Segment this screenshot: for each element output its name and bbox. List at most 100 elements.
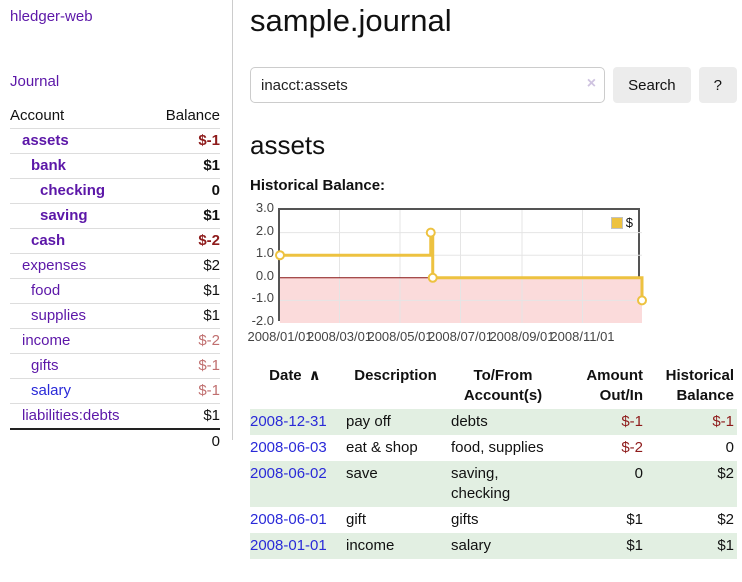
account-row: gifts $-1 [10, 353, 220, 379]
register-header-date[interactable]: Date ∧ [269, 367, 321, 384]
legend-swatch-icon [610, 216, 623, 229]
sidebar-account-link[interactable]: cash [31, 232, 66, 249]
transaction-balance: $2 [717, 511, 734, 528]
transaction-amount: $1 [626, 537, 643, 554]
x-axis-tick-label: 2008/09/01 [489, 329, 555, 344]
transaction-date-link[interactable]: 2008-12-31 [250, 413, 327, 430]
account-row: saving $1 [10, 203, 220, 229]
account-balance: $-2 [150, 228, 220, 254]
transaction-balance: $2 [717, 465, 734, 482]
accounts-header-row: Account Balance [10, 104, 220, 129]
transaction-accounts: food, supplies [451, 439, 544, 456]
accounts-header-account: Account [10, 104, 151, 129]
account-balance: $1 [150, 153, 220, 179]
sidebar-account-link[interactable]: supplies [31, 307, 87, 324]
y-axis-tick-label: -1.0 [251, 290, 274, 306]
transaction-amount: $1 [626, 511, 643, 528]
account-row: income $-2 [10, 328, 220, 354]
clear-search-icon[interactable]: × [586, 75, 597, 92]
main-content: sample.journal × Search ? assets Histori… [233, 0, 742, 559]
account-balance: $1 [150, 278, 220, 304]
account-row: supplies $1 [10, 303, 220, 329]
sidebar-account-link[interactable]: food [31, 282, 61, 299]
register-header-row: Date ∧ Description To/From Account(s) Amo… [250, 364, 737, 409]
accounts-total-balance: 0 [150, 428, 220, 454]
sidebar: hledger-web Journal Account Balance asse… [0, 0, 233, 454]
chart-title: Historical Balance: [250, 177, 386, 194]
account-balance: $-1 [150, 353, 220, 379]
register-header-tofrom: To/From Account(s) [463, 367, 543, 404]
transaction-date-link[interactable]: 2008-06-01 [250, 511, 327, 528]
transaction-date-link[interactable]: 2008-06-02 [250, 465, 327, 482]
sidebar-account-link[interactable]: liabilities:debts [22, 407, 120, 424]
account-balance: $-1 [150, 378, 220, 404]
search-box: × [250, 67, 606, 103]
register-table: Date ∧ Description To/From Account(s) Amo… [250, 364, 737, 559]
transaction-accounts: gifts [451, 511, 479, 528]
sidebar-account-link[interactable]: saving [40, 207, 88, 224]
sidebar-account-link[interactable]: checking [40, 182, 106, 199]
search-form: × Search ? [250, 67, 737, 103]
transaction-description: eat & shop [346, 439, 418, 456]
chart-legend: $ [608, 214, 635, 231]
register-header-historical: Historical Balance [665, 367, 734, 404]
transaction-description: gift [346, 511, 367, 528]
sidebar-account-link[interactable]: expenses [22, 257, 87, 274]
account-row: bank $1 [10, 153, 220, 179]
transaction-balance: $1 [717, 537, 734, 554]
account-row: salary $-1 [10, 378, 220, 404]
register-row: 2008-06-02 save saving, checking 0 $2 [250, 461, 737, 507]
transaction-description: income [346, 537, 395, 554]
transaction-balance: 0 [725, 439, 734, 456]
app-title-link[interactable]: hledger-web [10, 8, 93, 25]
x-axis-tick-label: 2008/05/01 [367, 329, 433, 344]
sidebar-account-link[interactable]: bank [31, 157, 67, 174]
account-balance: $1 [203, 407, 220, 424]
sidebar-item-journal[interactable]: Journal [10, 73, 60, 90]
transaction-description: pay off [346, 413, 391, 430]
help-button[interactable]: ? [698, 67, 737, 103]
account-row: assets $-1 [10, 128, 220, 154]
chart-plot-area: $ [275, 208, 647, 323]
account-row: expenses $2 [10, 253, 220, 279]
balance-chart: 3.0 2.0 1.0 0.0 -1.0 -2.0 $ 2008/01/01 2008/03… [247, 200, 650, 346]
register-row: 2008-06-03 eat & shop food, supplies $-2… [250, 435, 737, 461]
page-title: sample.journal [250, 3, 452, 38]
account-balance: 0 [150, 178, 220, 204]
account-balance: $-1 [150, 128, 220, 154]
transaction-date-link[interactable]: 2008-06-03 [250, 439, 327, 456]
transaction-accounts: salary [451, 537, 492, 554]
register-row: 2008-01-01 income salary $1 $1 [250, 533, 737, 559]
transaction-amount: $-2 [621, 439, 643, 456]
account-balance: $1 [150, 203, 220, 229]
account-balance: $1 [150, 303, 220, 329]
x-axis-tick-label: 2008/11/01 [550, 329, 615, 344]
legend-label: $ [625, 215, 633, 230]
transaction-description: save [346, 465, 378, 482]
account-row: cash $-2 [10, 228, 220, 254]
transaction-date-link[interactable]: 2008-01-01 [250, 537, 327, 554]
sidebar-account-link[interactable]: income [22, 332, 71, 349]
register-row: 2008-12-31 pay off debts $-1 $-1 [250, 409, 737, 435]
account-balance: $2 [150, 253, 220, 279]
y-axis-tick-label: 1.0 [255, 245, 274, 261]
x-axis-tick-label: 2008/01/01 [247, 329, 313, 344]
sidebar-account-link[interactable]: assets [22, 132, 69, 149]
transaction-accounts: debts [451, 413, 488, 430]
account-row: liabilities:debts $1 [10, 404, 220, 430]
sidebar-account-link[interactable]: salary [31, 382, 72, 399]
chart-svg [275, 210, 647, 323]
transaction-amount: $-1 [621, 413, 643, 430]
x-axis-tick-label: 2008/03/01 [306, 329, 373, 344]
search-input[interactable] [250, 67, 606, 103]
sort-asc-icon: ∧ [308, 367, 321, 384]
sidebar-account-link[interactable]: gifts [31, 357, 59, 374]
search-button[interactable]: Search [613, 67, 691, 103]
x-axis-tick-label: 2008/07/01 [427, 329, 494, 344]
y-axis-tick-label: 0.0 [255, 267, 274, 283]
y-axis-tick-label: 2.0 [255, 222, 274, 238]
account-row: food $1 [10, 278, 220, 304]
accounts-total-row: 0 [10, 428, 220, 454]
accounts-header-balance: Balance [150, 104, 220, 129]
register-row: 2008-06-01 gift gifts $1 $2 [250, 507, 737, 533]
